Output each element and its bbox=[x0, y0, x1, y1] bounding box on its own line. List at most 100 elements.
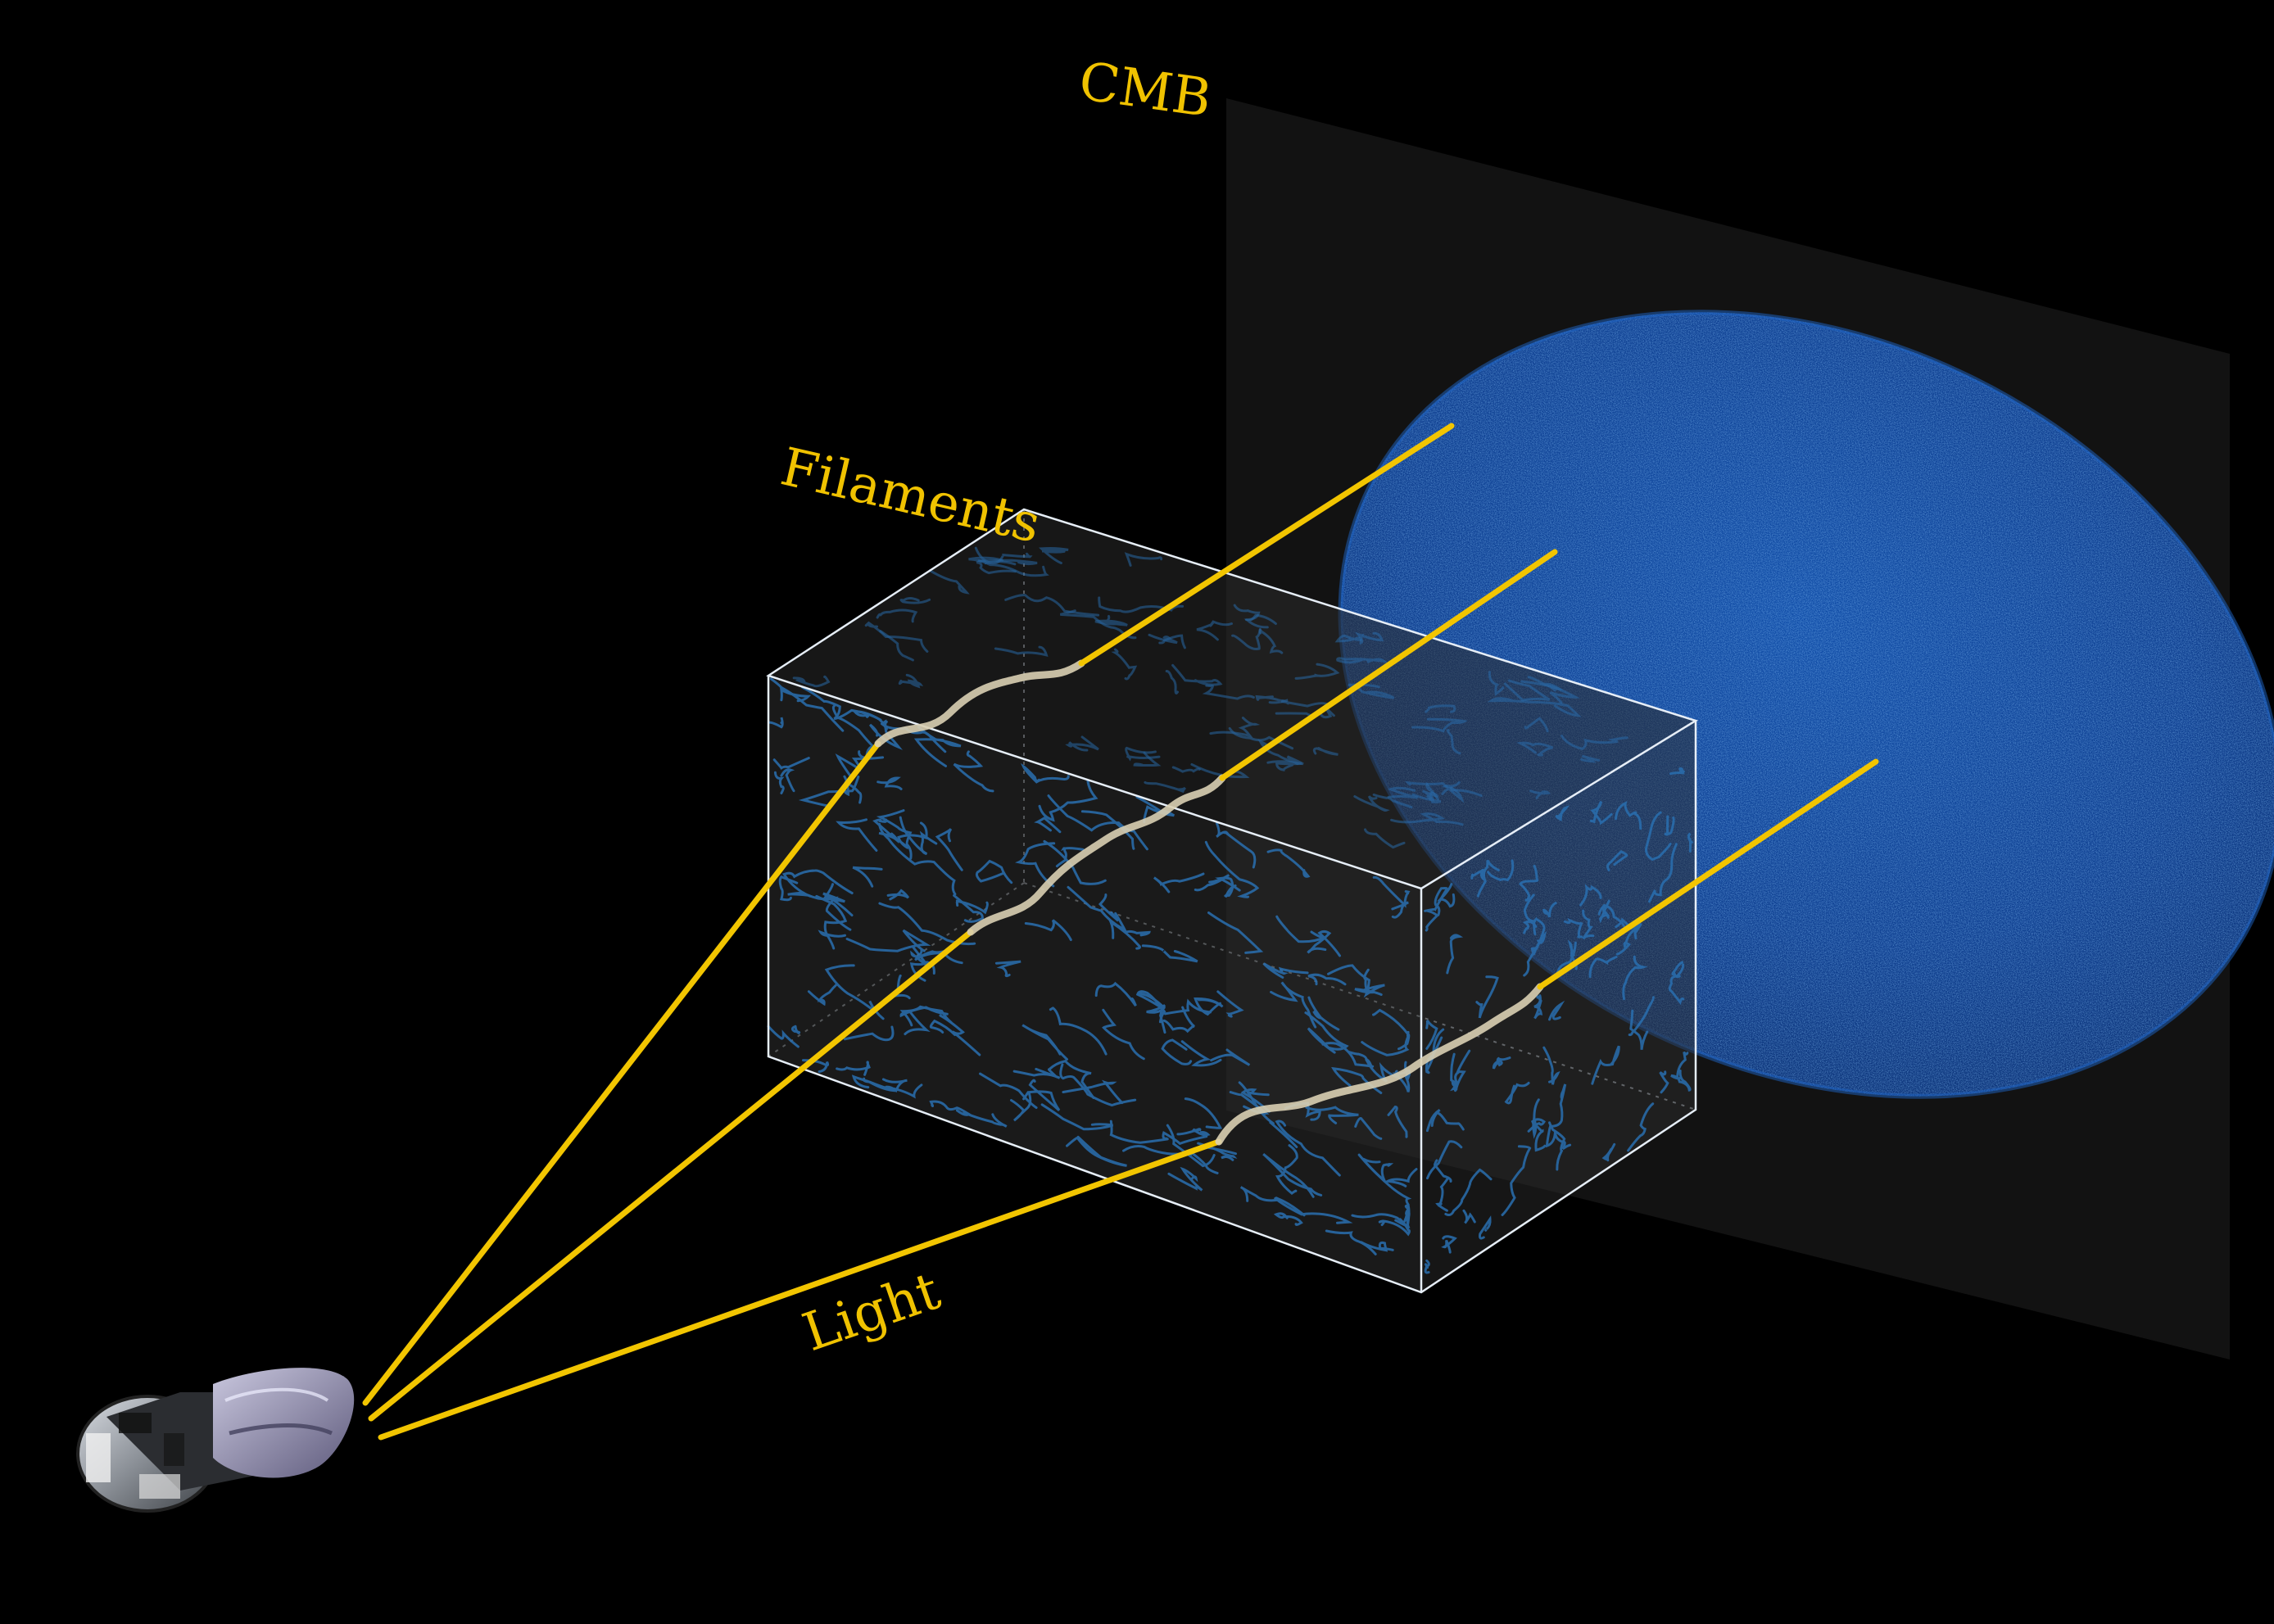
filament-network bbox=[767, 546, 1693, 1274]
light-label: Light bbox=[795, 1260, 948, 1364]
filament-strand bbox=[1435, 1176, 1450, 1212]
filament-strand bbox=[851, 1074, 898, 1092]
filament-strand bbox=[1141, 944, 1198, 963]
filament-strand bbox=[1579, 884, 1602, 907]
filament-strand bbox=[845, 929, 931, 952]
filament-strand bbox=[1239, 1186, 1306, 1217]
filament-strand bbox=[1354, 1117, 1383, 1140]
filament-strand bbox=[1098, 596, 1185, 613]
filament-strand bbox=[1668, 963, 1685, 1006]
filament-strand bbox=[1102, 1008, 1145, 1061]
filament-strand bbox=[768, 717, 784, 729]
filament-strand bbox=[1257, 739, 1304, 766]
filament-strand bbox=[1167, 1166, 1203, 1192]
filament-strand bbox=[1627, 1102, 1655, 1152]
filament-strand bbox=[1270, 981, 1317, 1029]
filament-strand bbox=[1424, 1259, 1430, 1274]
filament-strand bbox=[879, 630, 914, 662]
filament-strand bbox=[1162, 1006, 1195, 1034]
filament-strand bbox=[1549, 1083, 1567, 1128]
filament-strand bbox=[1266, 848, 1311, 878]
filament-strand bbox=[1394, 1204, 1411, 1228]
filaments-label: Filaments bbox=[775, 437, 1045, 555]
filament-strand bbox=[1372, 875, 1411, 908]
filament-strand bbox=[1207, 912, 1264, 954]
filament-strand bbox=[1209, 717, 1261, 738]
filament-strand bbox=[1066, 1135, 1127, 1167]
filament-strand bbox=[1307, 996, 1340, 1031]
filament-strand bbox=[1153, 872, 1205, 893]
filament-strand bbox=[1411, 789, 1442, 803]
satellite-icon bbox=[76, 1368, 355, 1513]
filament-strand bbox=[1561, 735, 1628, 751]
filament-strand bbox=[953, 750, 994, 793]
filament-strand bbox=[1360, 1241, 1394, 1252]
filament-strand bbox=[1273, 1212, 1303, 1226]
filament-strand bbox=[1519, 865, 1539, 902]
filament-strand bbox=[1501, 1145, 1532, 1216]
filament-strand bbox=[1163, 998, 1212, 1016]
filament-strand bbox=[899, 1005, 953, 1027]
filament-strand bbox=[1669, 767, 1685, 776]
filament-strand bbox=[1255, 694, 1289, 704]
filament-strand bbox=[1353, 795, 1390, 812]
filament-strand bbox=[1425, 1020, 1438, 1050]
filament-strand bbox=[1334, 634, 1363, 643]
filament-strand bbox=[1446, 729, 1461, 755]
filament-strand bbox=[881, 1078, 923, 1099]
filament-strand bbox=[1372, 1008, 1411, 1051]
filament-strand bbox=[1542, 902, 1557, 918]
filament-strand bbox=[1424, 886, 1448, 916]
filament-strand bbox=[1615, 801, 1642, 830]
filament-strand bbox=[1065, 735, 1099, 752]
filament-strand bbox=[876, 608, 918, 623]
filament-strand bbox=[1437, 1111, 1465, 1131]
filament-strand bbox=[1331, 1067, 1383, 1094]
filament-strand bbox=[935, 828, 963, 871]
filament-strand bbox=[1162, 1130, 1208, 1146]
filament-strand bbox=[963, 1111, 1008, 1128]
filament-strand bbox=[899, 596, 931, 604]
filament-strand bbox=[1503, 679, 1551, 702]
filament-strand bbox=[1411, 717, 1468, 733]
filament-strand bbox=[1687, 832, 1693, 853]
filament-strand bbox=[1094, 981, 1137, 1007]
filament-strand bbox=[994, 960, 1021, 978]
filament-strand bbox=[1021, 762, 1070, 784]
filament-strand bbox=[877, 776, 903, 790]
filament-strand bbox=[1520, 680, 1580, 704]
filament-strand bbox=[1582, 909, 1595, 940]
filament-strand bbox=[1522, 920, 1538, 934]
filament-strand bbox=[769, 677, 845, 732]
light-rays bbox=[362, 423, 1879, 1441]
filament-strand bbox=[1275, 915, 1327, 943]
filament-strand bbox=[1476, 859, 1500, 898]
light-ray-1 bbox=[362, 423, 1455, 1406]
filament-strand bbox=[807, 983, 838, 1007]
filament-strand bbox=[1161, 1038, 1193, 1065]
filament-strand bbox=[1450, 1070, 1466, 1092]
filament-strand bbox=[1171, 766, 1201, 773]
filament-strand bbox=[955, 899, 989, 915]
filament-strand bbox=[772, 757, 810, 771]
filament-strand bbox=[1504, 1081, 1530, 1105]
filament-strand bbox=[1628, 996, 1656, 1037]
filament-strand bbox=[1615, 922, 1642, 956]
filament-strand bbox=[1034, 817, 1062, 834]
filament-strand bbox=[1047, 794, 1148, 851]
light-ray-2 bbox=[368, 549, 1558, 1422]
filament-strand bbox=[1304, 1011, 1349, 1054]
filament-strand bbox=[1441, 1235, 1457, 1254]
filament-strand bbox=[1425, 1108, 1441, 1133]
filament-strand bbox=[1165, 670, 1179, 694]
filament-strand bbox=[975, 859, 1013, 884]
filament-strand bbox=[1676, 1051, 1689, 1079]
filament-strand bbox=[1487, 859, 1515, 882]
filament-strand bbox=[1548, 1000, 1565, 1021]
filament-strand bbox=[1347, 1051, 1374, 1070]
filament-strand bbox=[1434, 1159, 1452, 1183]
filament-strand bbox=[913, 725, 962, 767]
filament-strand bbox=[1108, 918, 1141, 950]
filament-strand bbox=[929, 1100, 972, 1116]
filament-strand bbox=[1144, 780, 1186, 794]
